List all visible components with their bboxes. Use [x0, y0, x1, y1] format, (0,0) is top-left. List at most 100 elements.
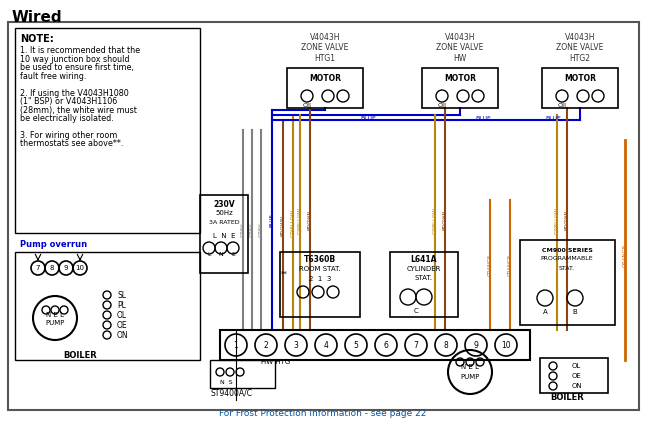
- Bar: [15, 252, 200, 360]
- Text: G/YELLOW: G/YELLOW: [298, 206, 303, 233]
- Text: 2. If using the V4043H1080: 2. If using the V4043H1080: [20, 89, 129, 97]
- Text: OE: OE: [572, 373, 582, 379]
- Text: OE: OE: [117, 320, 127, 330]
- Text: O|I: O|I: [558, 102, 567, 108]
- Text: C: C: [413, 308, 419, 314]
- Text: G/YELLOW: G/YELLOW: [291, 208, 296, 237]
- Text: 230V: 230V: [214, 200, 235, 208]
- Text: BOILER: BOILER: [550, 393, 584, 403]
- Text: ORANGE: ORANGE: [487, 254, 492, 276]
- Text: HW HTG: HW HTG: [261, 359, 291, 365]
- Bar: [220, 330, 530, 360]
- Text: 3. For wiring other room: 3. For wiring other room: [20, 131, 117, 140]
- Text: CM900 SERIES: CM900 SERIES: [542, 247, 593, 252]
- Text: 10: 10: [76, 265, 85, 271]
- Text: N E L: N E L: [46, 312, 64, 318]
- Text: 2: 2: [263, 341, 269, 349]
- Text: BLUE: BLUE: [545, 116, 561, 121]
- Text: 2  1  3: 2 1 3: [309, 276, 331, 282]
- Text: ON: ON: [572, 383, 583, 389]
- Bar: [542, 68, 618, 108]
- Text: PROGRAMMABLE: PROGRAMMABLE: [541, 257, 593, 262]
- Bar: [200, 195, 248, 273]
- Text: fault free wiring.: fault free wiring.: [20, 71, 87, 81]
- Text: N  S: N S: [220, 379, 232, 384]
- Text: G/YELLOW: G/YELLOW: [554, 206, 560, 233]
- Text: BROWN: BROWN: [281, 214, 285, 235]
- Text: Wired: Wired: [12, 10, 63, 25]
- Bar: [520, 240, 615, 325]
- Text: BROWN: BROWN: [443, 210, 448, 230]
- Text: be electrically isolated.: be electrically isolated.: [20, 114, 114, 123]
- Text: CYLINDER: CYLINDER: [407, 266, 441, 272]
- Text: GREY: GREY: [259, 223, 263, 237]
- Text: ON: ON: [117, 330, 129, 340]
- Text: thermostats see above**.: thermostats see above**.: [20, 140, 124, 149]
- Text: GREY: GREY: [250, 223, 254, 237]
- Text: MOTOR: MOTOR: [564, 73, 596, 82]
- Text: BLUE: BLUE: [360, 116, 376, 121]
- Text: L  N  E: L N E: [213, 233, 236, 239]
- Bar: [210, 360, 275, 388]
- Text: A: A: [543, 309, 547, 315]
- Text: OL: OL: [572, 363, 581, 369]
- Text: PUMP: PUMP: [460, 374, 479, 380]
- Text: (1" BSP) or V4043H1106: (1" BSP) or V4043H1106: [20, 97, 117, 106]
- Text: O|I: O|I: [437, 102, 446, 108]
- Bar: [287, 68, 363, 108]
- Text: ORANGE: ORANGE: [622, 243, 628, 267]
- Text: STAT.: STAT.: [559, 265, 575, 271]
- Text: 4: 4: [324, 341, 329, 349]
- Text: E: E: [231, 252, 235, 257]
- Text: V4043H
ZONE VALVE
HTG1: V4043H ZONE VALVE HTG1: [302, 33, 349, 63]
- Text: 10 way junction box should: 10 way junction box should: [20, 54, 129, 63]
- Text: 3: 3: [294, 341, 298, 349]
- Bar: [540, 358, 608, 393]
- Text: 6: 6: [384, 341, 388, 349]
- Text: 3A RATED: 3A RATED: [209, 219, 239, 225]
- Text: 8: 8: [50, 265, 54, 271]
- Text: ST9400A/C: ST9400A/C: [210, 389, 252, 398]
- Text: BROWN: BROWN: [307, 210, 313, 230]
- Text: O|I: O|I: [303, 102, 311, 108]
- Bar: [15, 28, 200, 233]
- Text: MOTOR: MOTOR: [309, 73, 341, 82]
- Text: NOTE:: NOTE:: [20, 34, 54, 44]
- Text: 50Hz: 50Hz: [215, 210, 233, 216]
- Text: 10: 10: [501, 341, 511, 349]
- Text: 7: 7: [413, 341, 419, 349]
- Bar: [390, 252, 458, 317]
- Text: G/YELLOW: G/YELLOW: [432, 206, 437, 233]
- Text: ROOM STAT.: ROOM STAT.: [299, 266, 341, 272]
- Text: OL: OL: [117, 311, 127, 319]
- Text: be used to ensure first time,: be used to ensure first time,: [20, 63, 134, 72]
- Text: L641A: L641A: [411, 255, 437, 265]
- Text: GREY: GREY: [241, 223, 245, 237]
- Text: PL: PL: [117, 300, 126, 309]
- Text: V4043H
ZONE VALVE
HW: V4043H ZONE VALVE HW: [436, 33, 484, 63]
- Text: 7: 7: [36, 265, 40, 271]
- Text: 1. It is recommended that the: 1. It is recommended that the: [20, 46, 140, 55]
- Text: (28mm), the white wire must: (28mm), the white wire must: [20, 106, 137, 114]
- Bar: [422, 68, 498, 108]
- Text: B: B: [573, 309, 577, 315]
- Text: 8: 8: [444, 341, 448, 349]
- Text: ORANGE: ORANGE: [507, 254, 512, 276]
- Bar: [280, 252, 360, 317]
- Text: SL: SL: [117, 290, 126, 300]
- Text: T6360B: T6360B: [304, 255, 336, 265]
- Text: PUMP: PUMP: [45, 320, 65, 326]
- Text: BROWN: BROWN: [564, 210, 569, 230]
- Text: N E L: N E L: [461, 364, 479, 370]
- Text: V4043H
ZONE VALVE
HTG2: V4043H ZONE VALVE HTG2: [556, 33, 604, 63]
- Text: **: **: [281, 271, 287, 277]
- Text: Pump overrun: Pump overrun: [20, 240, 87, 249]
- Text: STAT.: STAT.: [415, 275, 433, 281]
- Text: 1: 1: [234, 341, 238, 349]
- Text: 9: 9: [474, 341, 478, 349]
- Text: BLUE: BLUE: [270, 213, 274, 227]
- Text: MOTOR: MOTOR: [444, 73, 476, 82]
- Text: L: L: [207, 252, 211, 257]
- Text: BLUE: BLUE: [475, 116, 491, 121]
- Text: N: N: [219, 252, 223, 257]
